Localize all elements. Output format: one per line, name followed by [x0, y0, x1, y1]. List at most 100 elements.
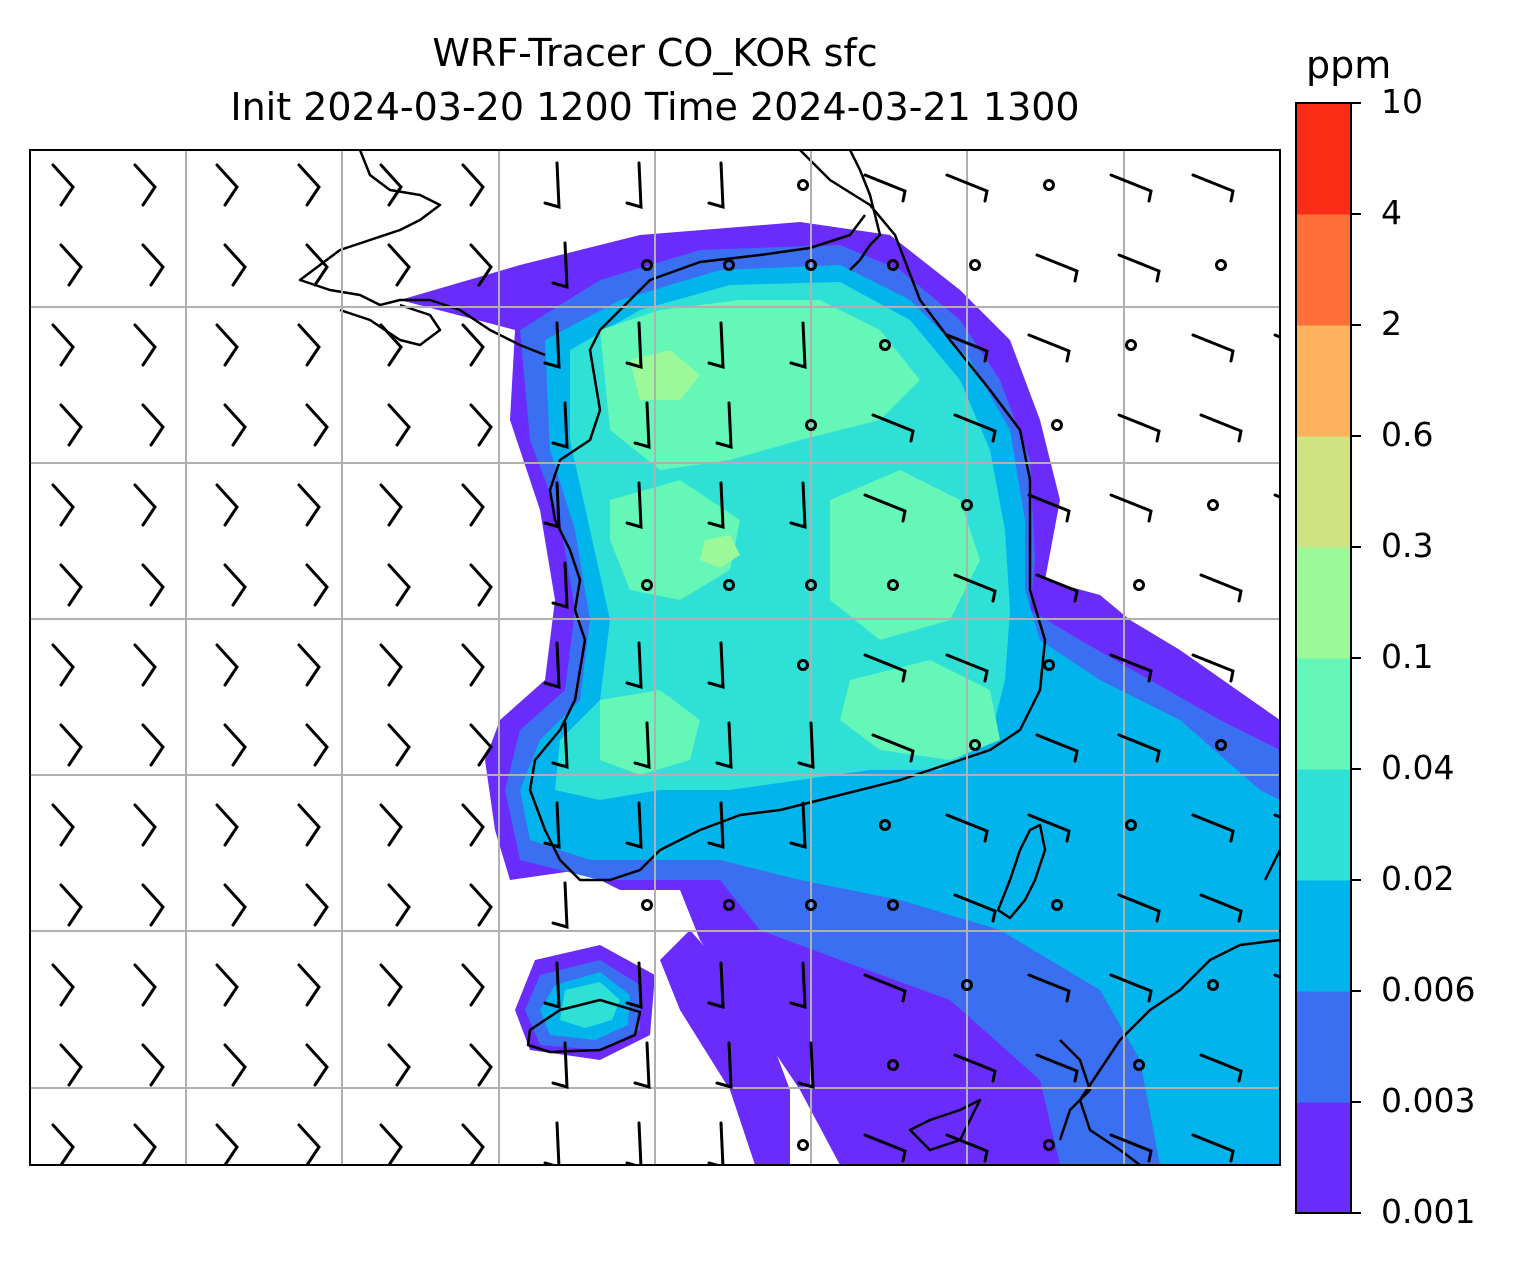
wind-barb — [1191, 1133, 1235, 1163]
wind-barb — [297, 163, 321, 207]
colorbar-tick-label: 0.006 — [1381, 970, 1476, 1009]
wind-barb — [387, 883, 411, 927]
calm-wind-circle — [1051, 899, 1063, 911]
colorbar-tick-label: 0.02 — [1381, 859, 1455, 898]
wind-barb — [625, 161, 643, 210]
wind-barb — [863, 973, 907, 1003]
wind-barb — [707, 961, 725, 1010]
wind-barb — [59, 243, 83, 287]
coastline-jeju — [526, 998, 642, 1054]
wind-barb — [625, 641, 643, 690]
wind-barb — [789, 321, 807, 370]
wind-barb — [469, 243, 493, 287]
colorbar-tick-label: 0.003 — [1381, 1081, 1476, 1120]
calm-wind-circle — [887, 899, 899, 911]
concentration-field — [400, 222, 1280, 1165]
wind-barb — [141, 403, 165, 447]
wind-barb — [297, 803, 321, 847]
wind-barb — [59, 1043, 83, 1087]
wind-barb — [707, 321, 725, 370]
calm-wind-circle — [1051, 419, 1063, 431]
wind-barb — [789, 481, 807, 530]
wind-barb — [551, 241, 569, 290]
calm-wind-circle — [1133, 579, 1145, 591]
map-subtitle: Init 2024-03-20 1200 Time 2024-03-21 130… — [230, 85, 1080, 129]
calm-wind-circle — [723, 579, 735, 591]
calm-wind-circle — [797, 659, 809, 671]
coastline-korean-peninsula — [528, 150, 1047, 882]
coastline-liaodong — [339, 303, 442, 347]
coastline-goto — [908, 1098, 982, 1152]
wind-barb — [1027, 333, 1071, 363]
wind-barb — [461, 483, 485, 527]
colorbar-unit: ppm — [1306, 43, 1392, 87]
wind-barb — [945, 813, 989, 843]
calm-wind-circle — [961, 499, 973, 511]
wind-barb — [1199, 413, 1243, 443]
map-gridlines — [30, 150, 1280, 1165]
wind-barb — [1027, 813, 1071, 843]
wind-barb — [461, 163, 485, 207]
wind-barb — [953, 573, 997, 603]
wind-barb — [51, 1123, 75, 1165]
coastline-north — [848, 150, 882, 271]
wind-barb — [1109, 493, 1153, 523]
wind-barb — [543, 641, 561, 690]
wind-barb — [953, 413, 997, 443]
map-title: WRF-Tracer CO_KOR sfc — [432, 31, 878, 75]
calm-wind-circle — [887, 1059, 899, 1071]
wind-barb — [551, 881, 569, 930]
wind-barb — [543, 961, 561, 1010]
wind-barb — [1035, 1053, 1079, 1083]
colorbar-band — [1296, 658, 1351, 770]
wind-barb — [551, 561, 569, 610]
wind-barb — [59, 883, 83, 927]
wind-barb — [223, 883, 247, 927]
wind-barb — [379, 643, 403, 687]
wind-barb — [469, 563, 493, 607]
wind-barb — [141, 1043, 165, 1087]
colorbar-band — [1296, 769, 1351, 881]
wind-barb — [215, 1123, 239, 1165]
colorbar-band — [1296, 1102, 1351, 1214]
wind-barb — [223, 243, 247, 287]
wind-barb — [387, 723, 411, 767]
wind-barb — [707, 801, 725, 850]
colorbar-band — [1296, 547, 1351, 659]
wind-barb — [387, 1043, 411, 1087]
colorbar-tick-label: 0.1 — [1381, 637, 1434, 676]
wind-barb — [141, 723, 165, 767]
calm-wind-circle — [805, 899, 817, 911]
wind-barb — [1035, 733, 1079, 763]
wind-barb — [1117, 893, 1161, 923]
wind-barb — [469, 403, 493, 447]
wind-barb — [625, 961, 643, 1010]
wind-barb — [1117, 253, 1161, 283]
wind-barb — [1027, 493, 1071, 523]
calm-wind-circle — [1215, 739, 1227, 751]
wind-barb — [1191, 333, 1235, 363]
wind-barb — [379, 963, 403, 1007]
wind-barb — [379, 483, 403, 527]
wind-barb — [707, 481, 725, 530]
calm-wind-circle — [797, 1139, 809, 1151]
wind-barb — [1199, 893, 1243, 923]
colorbar-tick-label: 0.6 — [1381, 415, 1434, 454]
wind-barb — [59, 403, 83, 447]
wind-barb — [1117, 413, 1161, 443]
wind-barb — [223, 563, 247, 607]
calm-wind-circle — [1125, 819, 1137, 831]
wind-barb — [945, 653, 989, 683]
colorbar-band — [1296, 436, 1351, 548]
wind-barb — [305, 1043, 329, 1087]
wind-barb — [379, 163, 403, 207]
calm-wind-circle — [879, 819, 891, 831]
wind-barb — [461, 643, 485, 687]
wind-barb — [543, 161, 561, 210]
wind-barb — [797, 721, 815, 770]
calm-wind-circle — [887, 259, 899, 271]
wind-barb — [297, 483, 321, 527]
calm-wind-circle — [961, 979, 973, 991]
wind-barb — [379, 803, 403, 847]
